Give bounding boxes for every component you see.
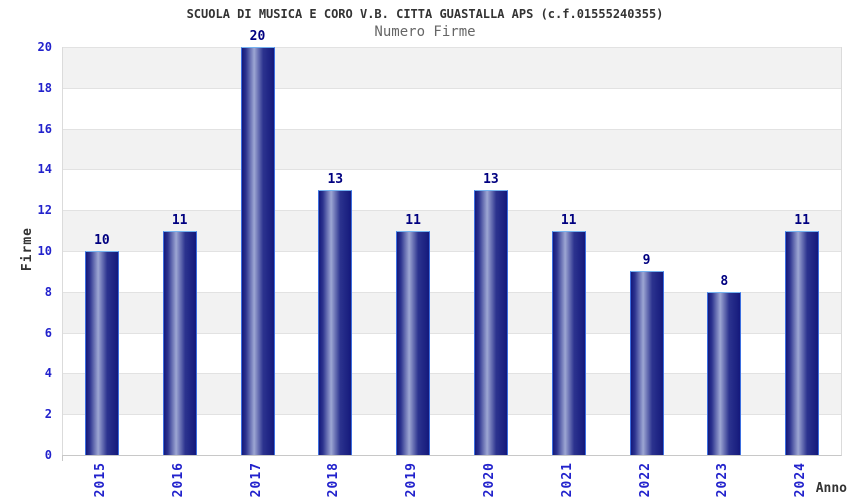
- bar-series: 10 11 20 13 11 13 11 9 8 11: [63, 30, 841, 455]
- bar-value-label: 13: [327, 171, 344, 187]
- bar: [318, 189, 353, 455]
- x-tick-label: 2018: [326, 462, 342, 498]
- chart-title: SCUOLA DI MUSICA E CORO V.B. CITTA GUAST…: [186, 7, 664, 21]
- x-axis-title: Anno: [815, 481, 847, 496]
- bar-value-label: 13: [483, 171, 499, 187]
- x-tick-label: 2022: [637, 462, 653, 498]
- bar: [162, 230, 197, 455]
- bar: [240, 47, 275, 455]
- bar: [396, 230, 431, 455]
- y-tick-label: 4: [44, 366, 52, 381]
- chart-subtitle: Numero Firme: [374, 24, 476, 40]
- origin-axis-tick: [62, 455, 63, 461]
- y-tick-label: 16: [37, 121, 52, 136]
- plot-area: 10 11 20 13 11 13 11 9 8 11: [62, 30, 842, 456]
- bar: [84, 251, 119, 455]
- x-tick-label: 2016: [170, 462, 186, 498]
- bar-value-label: 20: [249, 29, 266, 44]
- bar-value-label: 9: [642, 253, 651, 269]
- x-tick-label: 2021: [559, 462, 575, 498]
- y-tick-label: 0: [44, 448, 52, 462]
- bar: [473, 189, 508, 455]
- bar-value-label: 11: [794, 212, 810, 228]
- x-tick-label: 2020: [481, 462, 497, 498]
- x-tick-label: 2015: [92, 462, 108, 498]
- bar: [629, 271, 664, 455]
- x-tick-label: 2017: [248, 462, 264, 498]
- bar-value-label: 10: [94, 233, 110, 248]
- bar-value-label: 8: [720, 273, 729, 289]
- y-tick-label: 12: [37, 203, 52, 218]
- x-tick-label: 2024: [793, 462, 809, 498]
- bar-value-label: 11: [171, 212, 188, 228]
- plot-band: [63, 87, 841, 129]
- plot-band: [63, 169, 841, 211]
- y-tick-label: 10: [37, 244, 52, 258]
- bar-value-label: 11: [560, 212, 577, 228]
- bar: [785, 230, 820, 455]
- plot-band: [63, 47, 841, 88]
- x-tick-label: 2023: [715, 462, 731, 498]
- y-tick-label: 18: [37, 80, 52, 95]
- x-tick-label: 2019: [404, 462, 420, 498]
- bar-value-label: 11: [405, 212, 421, 228]
- y-tick-label: 14: [37, 162, 52, 177]
- y-tick-label: 2: [44, 407, 52, 422]
- bar: [551, 230, 586, 455]
- bar: [707, 291, 742, 455]
- plot-band: [63, 128, 841, 170]
- y-tick-label: 6: [44, 325, 52, 340]
- y-axis-ticks: 0 2 4 6 8 10 12 14 16 18 20: [0, 0, 52, 500]
- y-tick-label: 20: [37, 40, 52, 54]
- y-tick-label: 8: [44, 284, 52, 299]
